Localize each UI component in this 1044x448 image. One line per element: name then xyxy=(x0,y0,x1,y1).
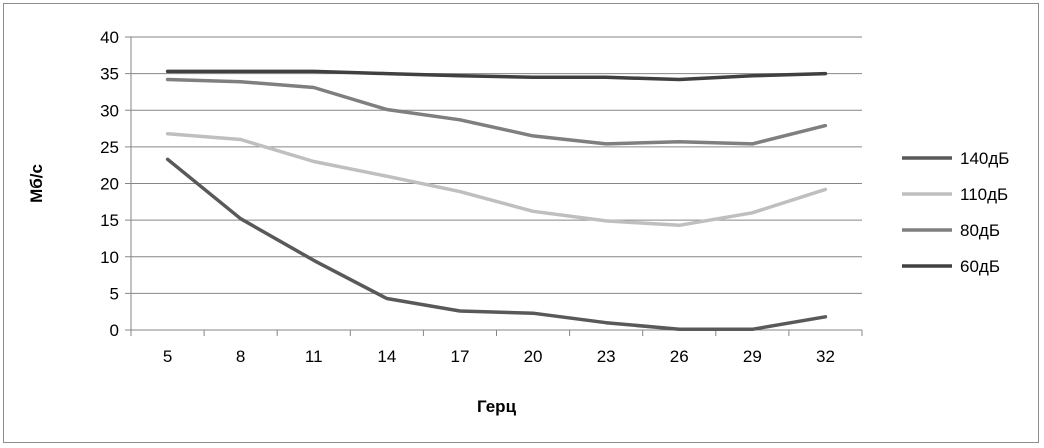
y-tick-label: 10 xyxy=(100,248,119,267)
x-tick-label: 11 xyxy=(305,347,323,366)
legend: 140дБ 110дБ 80дБ 60дБ xyxy=(902,149,1009,276)
x-tick-label: 8 xyxy=(236,347,245,366)
y-tick-label: 20 xyxy=(100,175,119,194)
series-line-60дБ xyxy=(165,69,828,82)
y-axis-title: Мб/с xyxy=(27,164,46,203)
series-lines xyxy=(165,69,828,332)
y-tick-label: 15 xyxy=(100,211,119,230)
legend-label: 60дБ xyxy=(960,257,1000,276)
legend-label: 140дБ xyxy=(960,149,1009,168)
tick-labels: 0 5 10 15 20 25 30 35 40 5 8 11 14 17 20 23 26 29 32 xyxy=(100,28,835,366)
x-tick-label: 26 xyxy=(670,347,689,366)
y-tick-label: 35 xyxy=(100,65,119,84)
x-axis-title: Герц xyxy=(477,397,517,416)
y-tick-label: 5 xyxy=(110,284,119,303)
series-line-110дБ xyxy=(165,131,828,228)
series-line-140дБ xyxy=(165,157,828,332)
series-line-80дБ xyxy=(165,77,828,146)
x-tick-label: 17 xyxy=(450,347,469,366)
x-tick-label: 20 xyxy=(524,347,543,366)
legend-label: 110дБ xyxy=(960,185,1008,204)
x-tick-label: 32 xyxy=(816,347,835,366)
chart-frame: 0 5 10 15 20 25 30 35 40 5 8 11 14 17 20 23 26 29 32 Мб/с … xyxy=(3,3,1039,443)
x-tick-label: 14 xyxy=(377,347,396,366)
y-tick-label: 0 xyxy=(110,321,119,340)
gridlines xyxy=(131,36,862,294)
x-tick-label: 5 xyxy=(163,347,172,366)
y-tick-label: 25 xyxy=(100,138,119,157)
x-tick-label: 23 xyxy=(597,347,616,366)
x-tick-label: 29 xyxy=(743,347,762,366)
y-tick-label: 30 xyxy=(100,101,119,120)
legend-label: 80дБ xyxy=(960,221,1000,240)
y-tick-label: 40 xyxy=(100,28,119,47)
